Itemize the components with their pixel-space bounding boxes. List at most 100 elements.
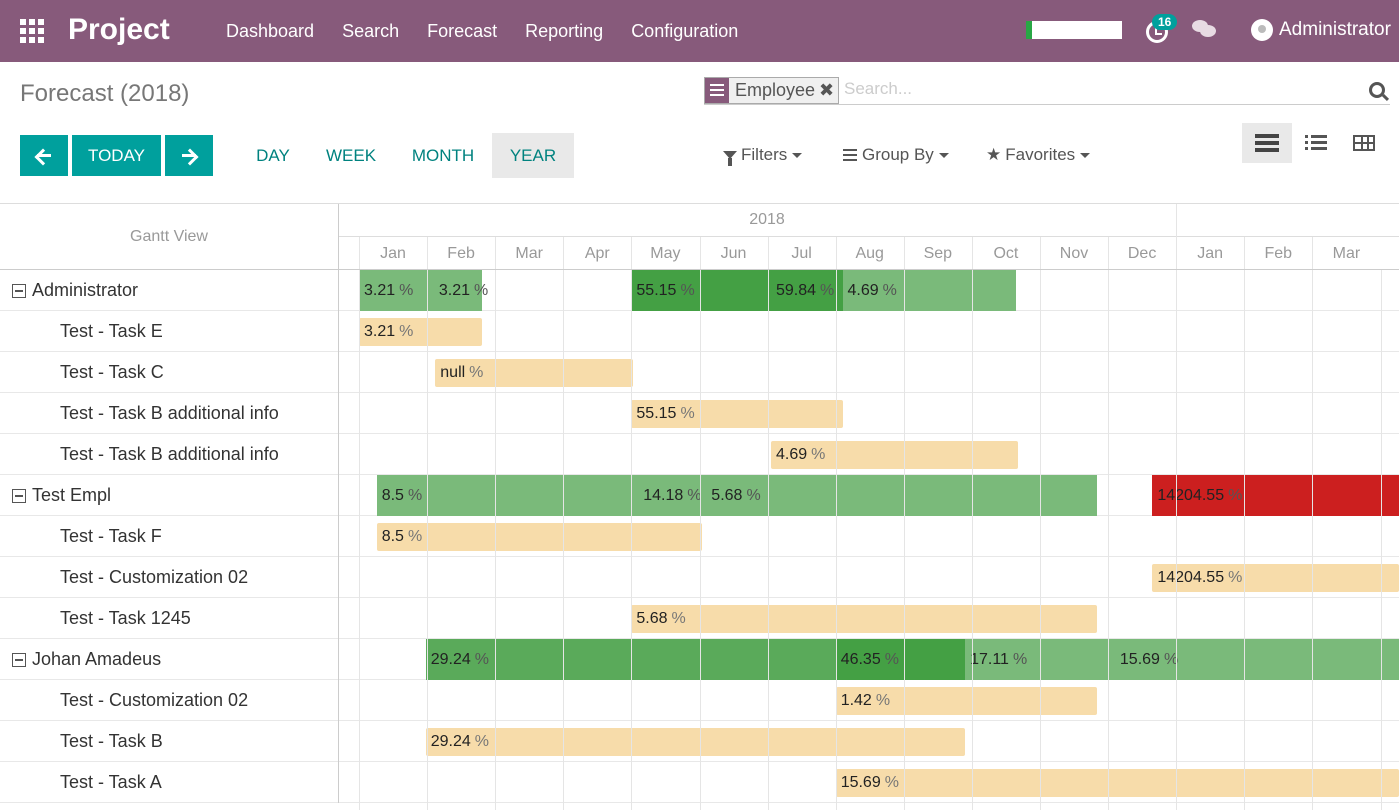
month-label: Dec	[1127, 245, 1157, 262]
task-label[interactable]: Test - Task 1245	[0, 598, 339, 639]
search-input[interactable]	[844, 79, 1344, 99]
task-bar[interactable]: 15.69%	[835, 769, 1399, 797]
collapse-minus-icon[interactable]	[12, 652, 26, 667]
menu-item-dashboard[interactable]: Dashboard	[226, 21, 315, 41]
task-bar[interactable]: 1.42%	[835, 687, 1098, 715]
task-label[interactable]: Test - Task B additional info	[0, 393, 339, 434]
task-label[interactable]: Test - Customization 02	[0, 680, 339, 721]
task-bar[interactable]: 55.15%	[631, 400, 843, 428]
group-load-bar[interactable]	[965, 639, 1399, 680]
row-label-text: Test - Task A	[60, 772, 162, 792]
load-value: 3.21	[438, 282, 471, 299]
percent-sign: %	[474, 282, 489, 299]
list-view-switch[interactable]	[1291, 123, 1341, 163]
month-label: Jul	[791, 245, 812, 262]
app-brand[interactable]: Project	[68, 13, 170, 46]
percent-sign: %	[671, 610, 686, 627]
task-label[interactable]: Test - Task E	[0, 311, 339, 352]
favorites-dropdown[interactable]: ★ Favorites	[986, 145, 1091, 165]
today-button[interactable]: TODAY	[72, 135, 161, 176]
task-label[interactable]: Test - Task A	[0, 762, 339, 803]
collapse-minus-icon[interactable]	[12, 283, 26, 298]
task-bar[interactable]: 3.21%	[359, 318, 482, 346]
load-value: 14204.55	[1157, 487, 1225, 504]
gantt-task-row: Test - Task 1245 5.68%	[0, 598, 1399, 639]
task-bar[interactable]: 8.5%	[376, 523, 702, 551]
user-menu[interactable]: Administrator	[1279, 19, 1391, 40]
row-label-text: Johan Amadeus	[32, 649, 162, 669]
task-bar[interactable]: 4.69%	[771, 441, 1019, 469]
task-bar[interactable]: 29.24%	[425, 728, 966, 756]
task-label[interactable]: Test - Task F	[0, 516, 339, 557]
scale-year-button[interactable]: YEAR	[492, 133, 574, 178]
activity-count-badge[interactable]: 16	[1152, 14, 1178, 30]
next-button[interactable]	[165, 135, 213, 176]
filters-dropdown[interactable]: Filters	[723, 145, 803, 166]
month-label: Nov	[1059, 245, 1089, 262]
menu-item-reporting[interactable]: Reporting	[525, 21, 604, 41]
scale-month-button[interactable]: MONTH	[411, 145, 475, 165]
group-load-bar[interactable]	[631, 270, 843, 311]
list-view-icon	[1305, 135, 1327, 151]
caret-down-icon	[792, 152, 803, 158]
top-navbar: Project Dashboard Search Forecast Reporting…	[0, 0, 1399, 62]
percent-sign: %	[882, 282, 897, 299]
search-icon[interactable]	[1369, 82, 1385, 98]
collapse-minus-icon[interactable]	[12, 488, 26, 503]
group-load-bar[interactable]	[1152, 475, 1399, 516]
gantt-group-row: Administrator 3.21% 3.21% 55.15% 59.84% 4.69%	[0, 270, 1399, 311]
group-load-bar[interactable]	[425, 639, 836, 680]
row-label-text: Test - Customization 02	[60, 690, 249, 710]
previous-button[interactable]	[20, 135, 68, 176]
arrow-right-icon	[180, 147, 198, 165]
task-label[interactable]: Test - Customization 02	[0, 557, 339, 598]
task-bar[interactable]: null%	[435, 359, 634, 387]
facet-remove-icon[interactable]: ✖	[819, 80, 835, 100]
gantt-view-switch[interactable]	[1242, 123, 1292, 163]
load-value: 46.35	[840, 651, 881, 668]
favorites-label: Favorites	[1005, 145, 1076, 164]
group-label[interactable]: Test Empl	[0, 475, 339, 516]
apps-menu-icon[interactable]	[20, 19, 46, 43]
group-label[interactable]: Johan Amadeus	[0, 639, 339, 680]
month-label: Mar	[515, 245, 543, 262]
percent-sign: %	[1228, 569, 1243, 586]
scale-day-button[interactable]: DAY	[256, 145, 290, 165]
messaging-icon[interactable]	[1192, 20, 1218, 42]
percent-sign: %	[407, 528, 423, 545]
menu-item-search[interactable]: Search	[342, 21, 400, 41]
group-load-bar[interactable]	[376, 475, 1098, 516]
percent-sign: %	[399, 323, 414, 340]
month-divider	[563, 237, 565, 270]
user-avatar[interactable]	[1251, 19, 1273, 41]
menu-item-forecast[interactable]: Forecast	[427, 21, 498, 41]
task-label[interactable]: Test - Task B additional info	[0, 434, 339, 475]
gantt-task-row: Test - Task B additional info 55.15%	[0, 393, 1399, 434]
task-bar[interactable]: 5.68%	[631, 605, 1098, 633]
star-icon: ★	[986, 145, 1002, 164]
load-percent-label: 29.24%	[431, 651, 489, 669]
month-label: Jan	[380, 245, 406, 262]
groupby-dropdown[interactable]: Group By	[843, 145, 949, 165]
grid-view-icon	[1353, 135, 1375, 151]
task-label[interactable]: Test - Task C	[0, 352, 339, 393]
load-value: 15.69	[1119, 651, 1160, 668]
group-load-bar[interactable]	[842, 270, 1017, 311]
row-label-text: Test - Task F	[60, 526, 162, 546]
group-label[interactable]: Administrator	[0, 270, 339, 311]
year-header: 2018	[339, 204, 1399, 237]
grid-view-switch[interactable]	[1339, 123, 1389, 163]
percent-sign: %	[399, 282, 414, 299]
task-percent-value: null	[440, 364, 466, 381]
group-load-bar[interactable]	[835, 639, 966, 680]
month-label: Sep	[923, 245, 953, 262]
month-divider	[495, 237, 497, 270]
load-percent-label: 46.35%	[841, 651, 899, 669]
timesheet-progress-bar[interactable]	[1026, 21, 1122, 39]
search-facet-employee[interactable]: Employee ✖	[704, 77, 840, 104]
task-bar[interactable]: 14204.55%	[1152, 564, 1399, 592]
group-load-bar[interactable]	[359, 270, 482, 311]
scale-week-button[interactable]: WEEK	[325, 145, 377, 165]
menu-item-configuration[interactable]: Configuration	[631, 21, 739, 41]
task-label[interactable]: Test - Task B	[0, 721, 339, 762]
